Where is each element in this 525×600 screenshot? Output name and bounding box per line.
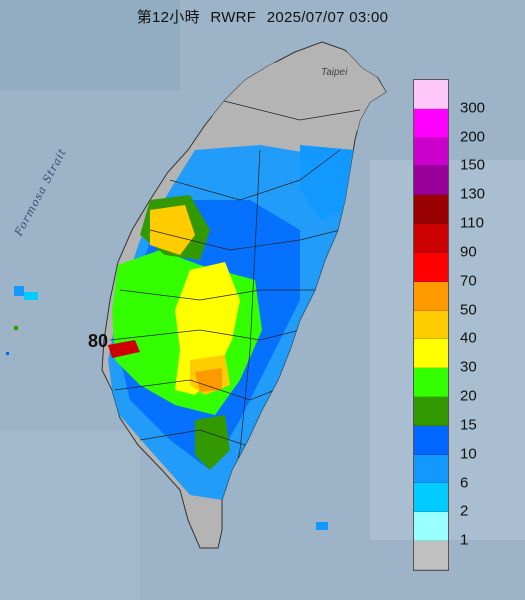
legend-swatch xyxy=(414,541,448,570)
rain-orange xyxy=(150,205,195,255)
legend-swatch xyxy=(414,368,448,397)
rain-dark-orange xyxy=(195,368,222,392)
legend-label: 6 xyxy=(460,474,469,492)
legend-label: 15 xyxy=(460,416,477,434)
legend-swatch xyxy=(414,425,448,455)
legend-swatch xyxy=(414,166,448,196)
legend-label: 1 xyxy=(460,531,469,549)
legend-swatch xyxy=(414,80,448,109)
legend-label: 300 xyxy=(460,99,486,117)
legend-swatch xyxy=(414,396,448,426)
legend-label: 30 xyxy=(460,358,477,376)
legend-swatch xyxy=(414,454,448,484)
legend-swatch xyxy=(414,512,448,541)
city-label: Taipei xyxy=(321,67,348,78)
rain-northeast-blue xyxy=(300,145,355,220)
legend-label: 110 xyxy=(460,214,484,232)
legend-swatch xyxy=(414,281,448,311)
legend-swatch xyxy=(414,137,448,167)
offshore-echoes xyxy=(6,286,328,530)
legend-label: 70 xyxy=(460,272,477,290)
legend-label: 40 xyxy=(460,329,477,347)
rainfall-field xyxy=(108,50,386,500)
legend-label: 2 xyxy=(460,502,469,520)
legend-label: 130 xyxy=(460,185,486,203)
legend-swatch xyxy=(414,108,448,138)
legend-swatch xyxy=(414,224,448,253)
color-legend xyxy=(413,79,449,571)
legend-labels: 300 200 150 130 110 90 70 50 40 30 20 15 10 6 2 1 xyxy=(460,79,520,569)
legend-swatch xyxy=(414,252,448,282)
legend-label: 200 xyxy=(460,128,486,146)
legend-swatch xyxy=(414,310,448,340)
peak-value-label: 80 xyxy=(88,331,109,351)
legend-swatch xyxy=(414,483,448,513)
legend-label: 20 xyxy=(460,387,477,405)
rain-dark-green-south xyxy=(195,415,230,470)
forecast-hour: 第12小時 xyxy=(136,9,200,26)
rain-red-peak xyxy=(108,340,140,358)
model-name: RWRF xyxy=(210,9,257,26)
legend-label: 10 xyxy=(460,445,477,463)
legend-label: 150 xyxy=(460,156,486,174)
valid-datetime: 2025/07/07 03:00 xyxy=(266,9,389,26)
legend-swatch xyxy=(414,339,448,369)
map-title: 第12小時 RWRF 2025/07/07 03:00 xyxy=(0,6,525,27)
legend-swatch xyxy=(414,195,448,225)
legend-label: 90 xyxy=(460,243,477,261)
legend-label: 50 xyxy=(460,301,477,319)
